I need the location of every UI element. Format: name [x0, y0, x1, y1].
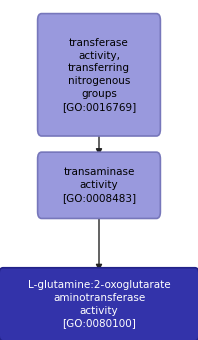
Text: transferase
activity,
transferring
nitrogenous
groups
[GO:0016769]: transferase activity, transferring nitro… [62, 38, 136, 112]
FancyBboxPatch shape [0, 268, 198, 340]
FancyBboxPatch shape [38, 14, 160, 136]
Text: L-glutamine:2-oxoglutarate
aminotransferase
activity
[GO:0080100]: L-glutamine:2-oxoglutarate aminotransfer… [28, 280, 170, 328]
Text: transaminase
activity
[GO:0008483]: transaminase activity [GO:0008483] [62, 168, 136, 203]
FancyBboxPatch shape [38, 152, 160, 219]
